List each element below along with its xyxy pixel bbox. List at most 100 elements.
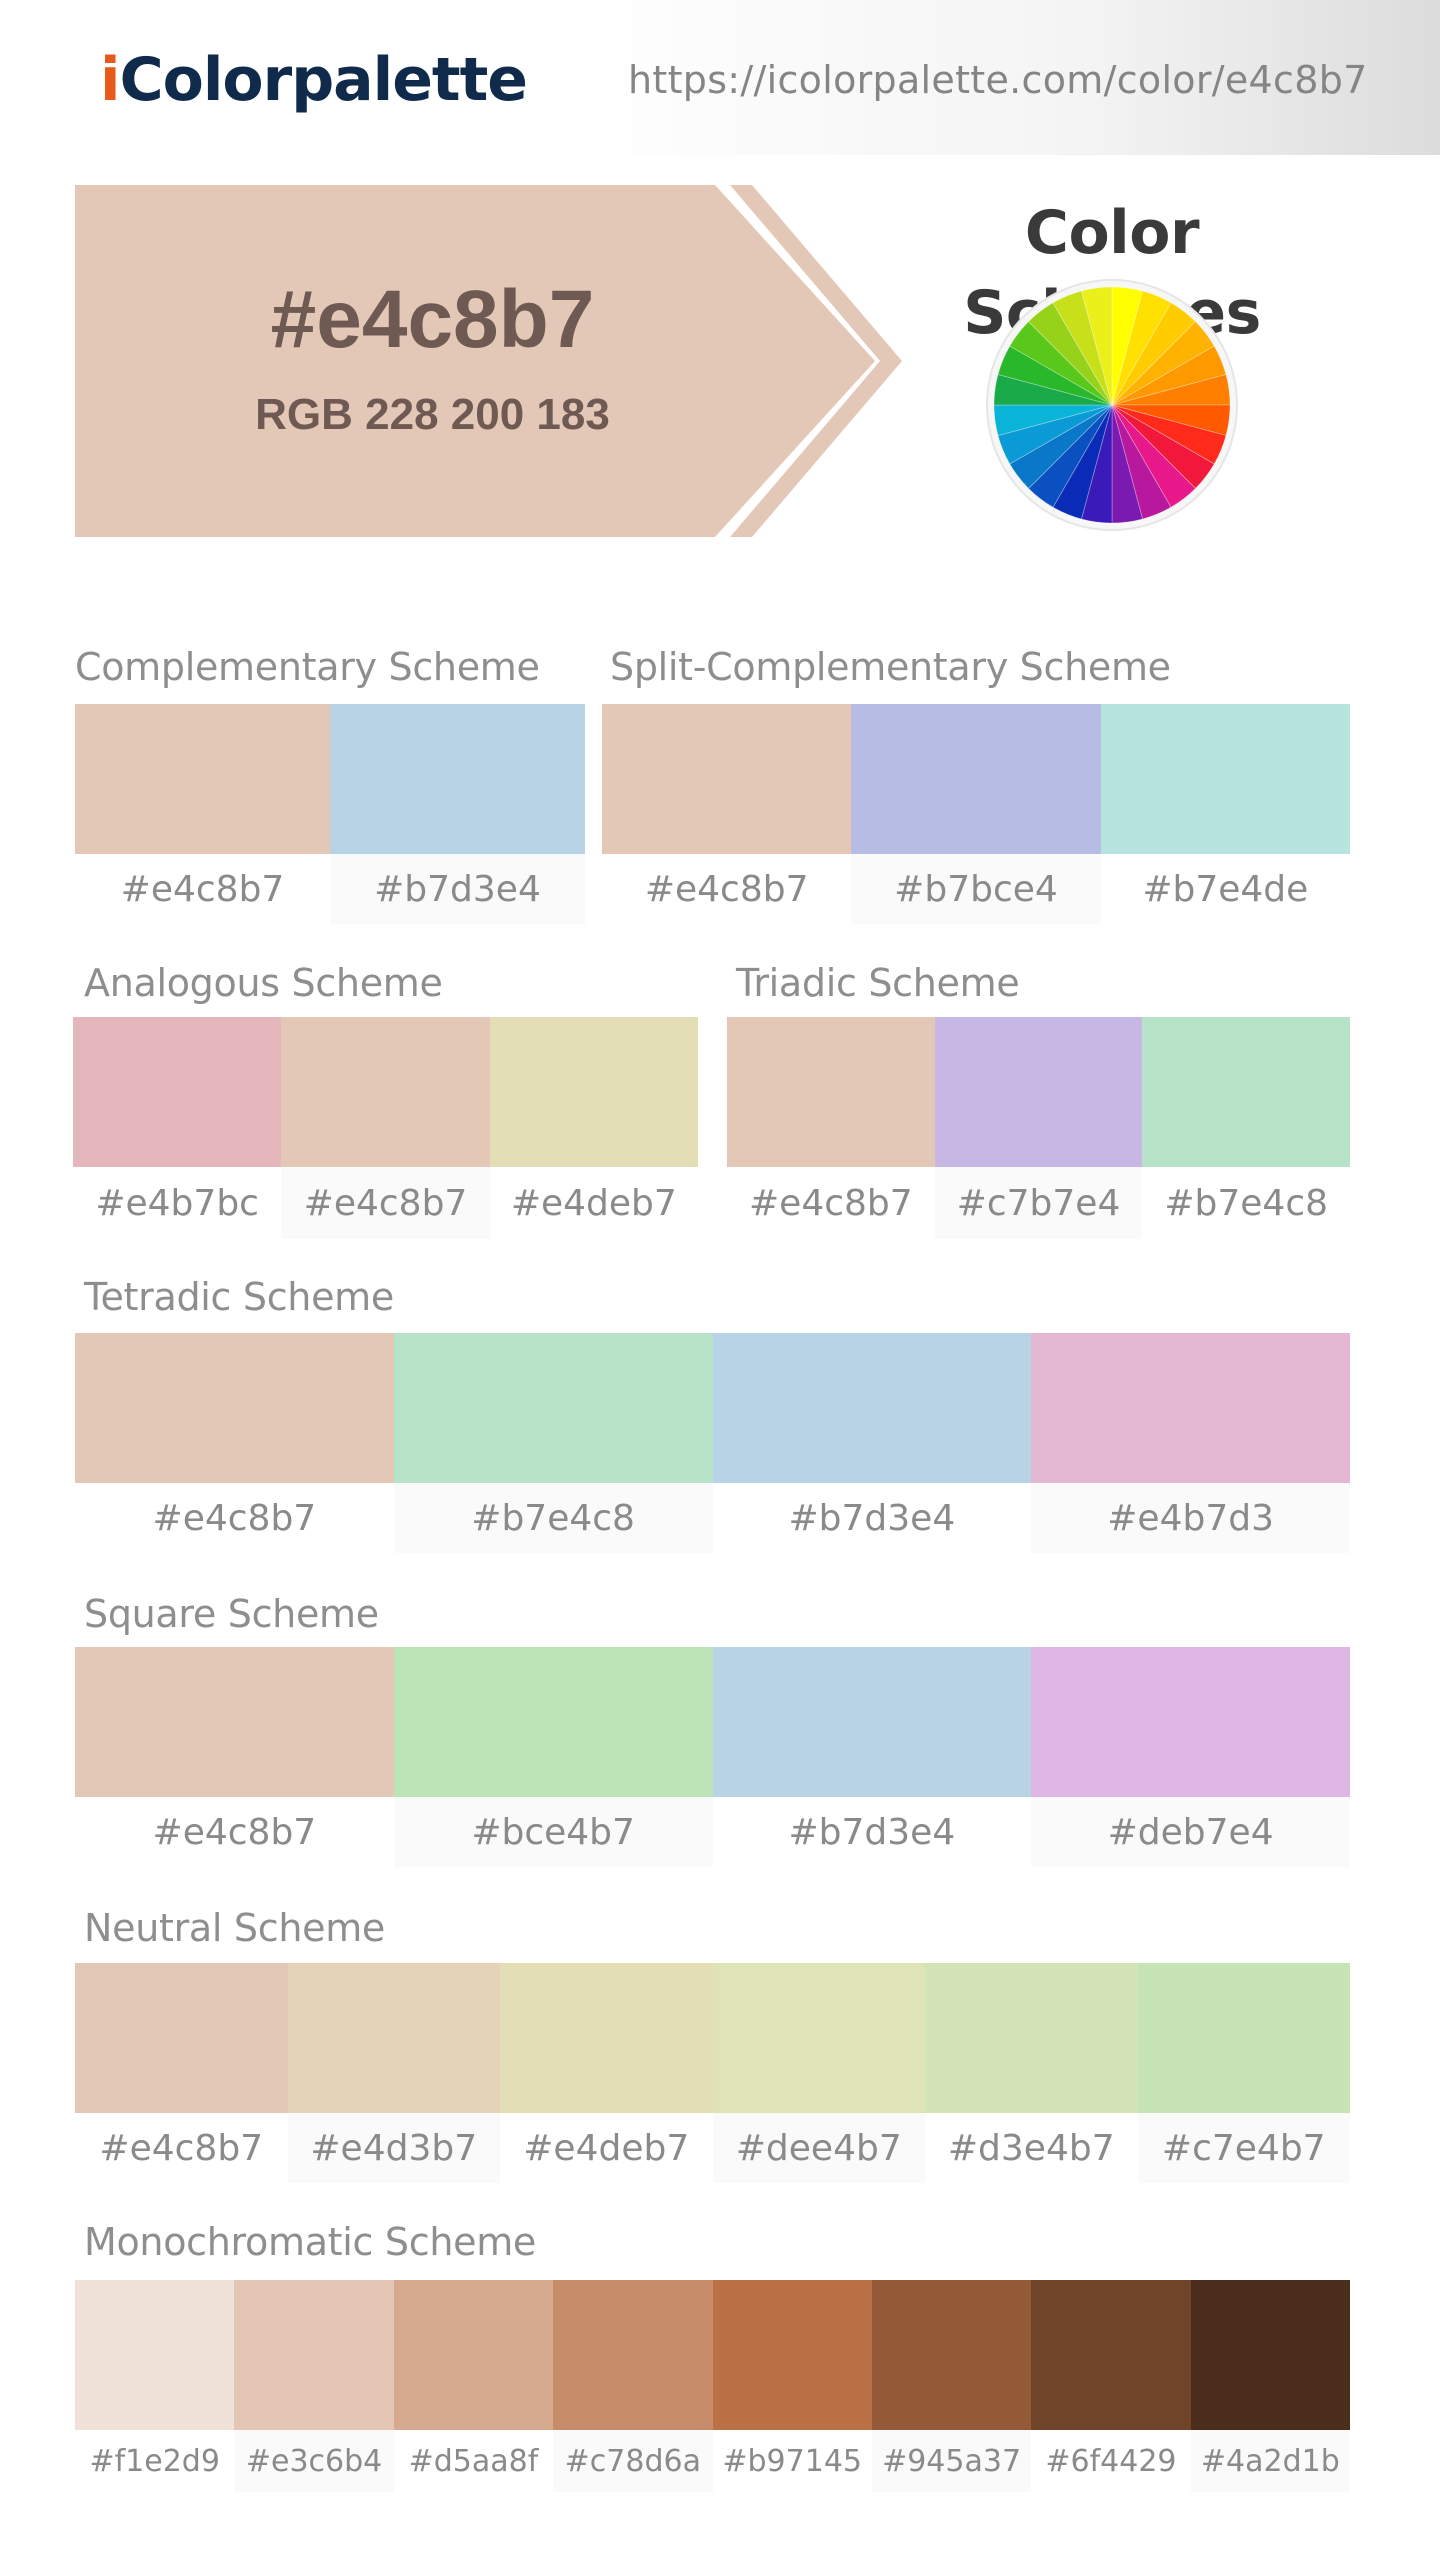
color-swatch[interactable]	[73, 1017, 282, 1167]
color-swatch[interactable]	[393, 2280, 554, 2430]
analogous-color-3[interactable]: #e4deb7	[489, 1017, 698, 1239]
color-swatch[interactable]	[393, 1647, 713, 1797]
color-hex-label[interactable]: #e4c8b7	[120, 868, 285, 910]
monochromatic-color-8[interactable]: #4a2d1b	[1190, 2280, 1350, 2492]
color-hex-label[interactable]: #bce4b7	[393, 1797, 713, 1867]
square-color-3[interactable]: #b7d3e4	[712, 1647, 1032, 1867]
color-swatch[interactable]	[1031, 2280, 1191, 2430]
color-hex-label[interactable]: #dee4b7	[712, 2113, 925, 2183]
monochromatic-color-1[interactable]: #f1e2d9	[75, 2280, 235, 2492]
monochromatic-color-5[interactable]: #b97145	[712, 2280, 872, 2492]
color-swatch[interactable]	[925, 1963, 1138, 2113]
color-hex-label[interactable]: #e4c8b7	[281, 1167, 490, 1239]
square-color-4[interactable]: #deb7e4	[1031, 1647, 1350, 1867]
color-hex-label[interactable]: #e4c8b7	[152, 1811, 317, 1853]
color-swatch[interactable]	[281, 1017, 490, 1167]
site-url[interactable]: https://icolorpalette.com/color/e4c8b7	[628, 58, 1368, 102]
neutral-color-1[interactable]: #e4c8b7	[75, 1963, 288, 2183]
tetradic-color-3[interactable]: #b7d3e4	[712, 1333, 1032, 1553]
color-swatch[interactable]	[287, 1963, 500, 2113]
color-hex-label[interactable]: #e4deb7	[510, 1182, 677, 1224]
color-hex-label[interactable]: #e4deb7	[523, 2127, 690, 2169]
color-hex-label[interactable]: #b7e4de	[1142, 868, 1309, 910]
tetradic-color-1[interactable]: #e4c8b7	[75, 1333, 394, 1553]
color-swatch[interactable]	[871, 2280, 1032, 2430]
split-complementary-color-3[interactable]: #b7e4de	[1100, 704, 1350, 924]
color-hex-label[interactable]: #4a2d1b	[1190, 2430, 1350, 2492]
color-swatch[interactable]	[1190, 2280, 1350, 2430]
color-swatch[interactable]	[75, 2280, 235, 2430]
color-swatch[interactable]	[330, 704, 585, 854]
color-swatch[interactable]	[1142, 1017, 1351, 1167]
neutral-color-5[interactable]: #d3e4b7	[925, 1963, 1138, 2183]
color-hex-label[interactable]: #945a37	[871, 2430, 1032, 2492]
color-hex-label[interactable]: #c78d6a	[553, 2430, 713, 2492]
color-hex-label[interactable]: #e4b7bc	[95, 1182, 259, 1224]
triadic-color-3[interactable]: #b7e4c8	[1142, 1017, 1351, 1239]
monochromatic-color-3[interactable]: #d5aa8f	[393, 2280, 554, 2492]
color-swatch[interactable]	[489, 1017, 698, 1167]
color-hex-label[interactable]: #e4c8b7	[644, 868, 809, 910]
split-complementary-color-1[interactable]: #e4c8b7	[602, 704, 852, 924]
site-logo[interactable]: iColorpalette	[100, 40, 528, 120]
tetradic-color-2[interactable]: #b7e4c8	[393, 1333, 713, 1553]
neutral-color-4[interactable]: #dee4b7	[712, 1963, 925, 2183]
color-swatch[interactable]	[75, 1333, 394, 1483]
color-hex-label[interactable]: #c7e4b7	[1137, 2113, 1350, 2183]
color-hex-label[interactable]: #f1e2d9	[89, 2443, 220, 2479]
color-hex-label[interactable]: #b7d3e4	[788, 1811, 956, 1853]
color-swatch[interactable]	[1100, 704, 1350, 854]
color-hex-label[interactable]: #d5aa8f	[408, 2443, 539, 2479]
square-color-2[interactable]: #bce4b7	[393, 1647, 713, 1867]
color-swatch[interactable]	[727, 1017, 935, 1167]
color-hex-label[interactable]: #b7d3e4	[330, 854, 585, 924]
color-swatch[interactable]	[500, 1963, 713, 2113]
color-swatch[interactable]	[934, 1017, 1143, 1167]
color-hex-label[interactable]: #b7e4c8	[1164, 1182, 1329, 1224]
tetradic-color-4[interactable]: #e4b7d3	[1031, 1333, 1350, 1553]
color-hex-label[interactable]: #deb7e4	[1031, 1797, 1350, 1867]
monochromatic-color-6[interactable]: #945a37	[871, 2280, 1032, 2492]
color-swatch[interactable]	[712, 1647, 1032, 1797]
neutral-color-3[interactable]: #e4deb7	[500, 1963, 713, 2183]
triadic-color-1[interactable]: #e4c8b7	[727, 1017, 935, 1239]
monochromatic-color-4[interactable]: #c78d6a	[553, 2280, 713, 2492]
color-swatch[interactable]	[712, 1963, 925, 2113]
color-hex-label[interactable]: #e4b7d3	[1031, 1483, 1350, 1553]
neutral-color-2[interactable]: #e4d3b7	[287, 1963, 500, 2183]
color-hex-label[interactable]: #c7b7e4	[934, 1167, 1143, 1239]
split-complementary-color-2[interactable]: #b7bce4	[851, 704, 1101, 924]
color-swatch[interactable]	[75, 704, 330, 854]
color-hex-label[interactable]: #e4c8b7	[749, 1182, 913, 1224]
triadic-color-2[interactable]: #c7b7e4	[934, 1017, 1143, 1239]
color-hex-label[interactable]: #b7bce4	[851, 854, 1101, 924]
color-hex-label[interactable]: #e4c8b7	[152, 1497, 317, 1539]
analogous-color-1[interactable]: #e4b7bc	[73, 1017, 282, 1239]
color-hex-label[interactable]: #e4c8b7	[99, 2127, 264, 2169]
color-hex-label[interactable]: #d3e4b7	[947, 2127, 1115, 2169]
color-hex-label[interactable]: #b7d3e4	[788, 1497, 956, 1539]
color-swatch[interactable]	[712, 1333, 1032, 1483]
color-swatch[interactable]	[75, 1963, 288, 2113]
color-swatch[interactable]	[1031, 1647, 1350, 1797]
neutral-color-6[interactable]: #c7e4b7	[1137, 1963, 1350, 2183]
color-swatch[interactable]	[851, 704, 1101, 854]
color-hex-label[interactable]: #6f4429	[1045, 2443, 1177, 2479]
color-hex-label[interactable]: #e4d3b7	[287, 2113, 500, 2183]
analogous-color-2[interactable]: #e4c8b7	[281, 1017, 490, 1239]
complementary-color-1[interactable]: #e4c8b7	[75, 704, 330, 924]
square-color-1[interactable]: #e4c8b7	[75, 1647, 394, 1867]
color-swatch[interactable]	[75, 1647, 394, 1797]
complementary-color-2[interactable]: #b7d3e4	[330, 704, 585, 924]
color-swatch[interactable]	[553, 2280, 713, 2430]
color-swatch[interactable]	[712, 2280, 872, 2430]
color-swatch[interactable]	[1031, 1333, 1350, 1483]
color-swatch[interactable]	[602, 704, 852, 854]
color-swatch[interactable]	[234, 2280, 394, 2430]
monochromatic-color-7[interactable]: #6f4429	[1031, 2280, 1191, 2492]
color-swatch[interactable]	[1137, 1963, 1350, 2113]
color-hex-label[interactable]: #e3c6b4	[234, 2430, 394, 2492]
monochromatic-color-2[interactable]: #e3c6b4	[234, 2280, 394, 2492]
color-hex-label[interactable]: #b97145	[722, 2443, 862, 2479]
color-hex-label[interactable]: #b7e4c8	[393, 1483, 713, 1553]
